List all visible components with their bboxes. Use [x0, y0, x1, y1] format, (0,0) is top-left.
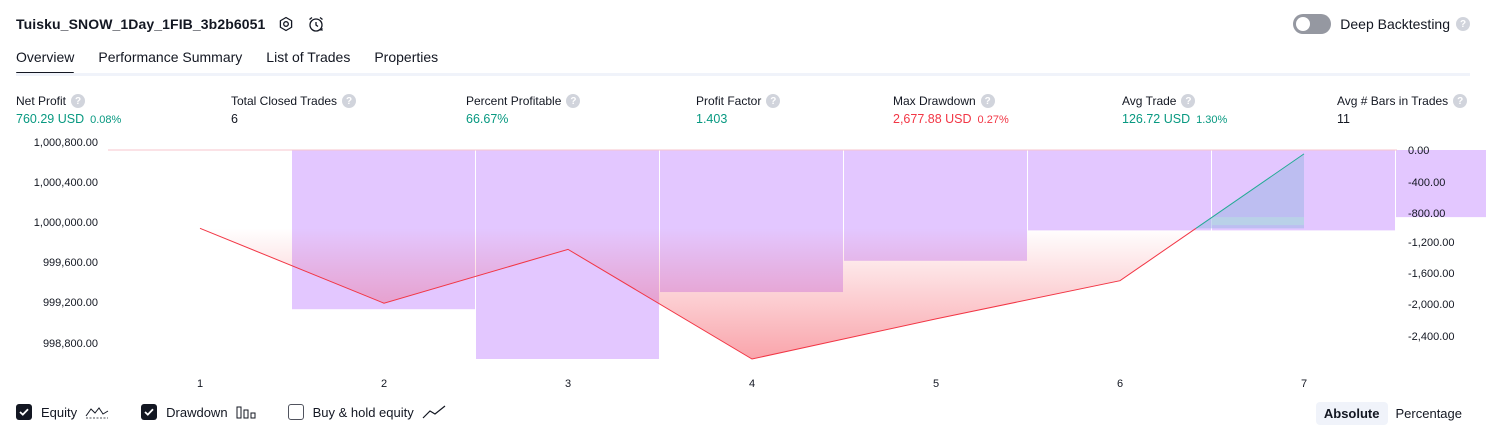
help-icon[interactable]: ?: [980, 94, 995, 108]
metric-max-drawdown: Max Drawdown? 2,677.88 USD 0.27%: [893, 93, 1009, 126]
metric-value: 11: [1337, 112, 1350, 126]
legend-label: Equity: [41, 404, 78, 420]
x-tick-label: 1: [197, 378, 203, 390]
metric-avg-bars-in-trades: Avg # Bars in Trades? 11: [1337, 93, 1468, 126]
right-tick-label: -800.00: [1408, 208, 1445, 220]
help-icon[interactable]: ?: [342, 94, 357, 108]
help-icon[interactable]: ?: [766, 94, 781, 108]
metric-label: Total Closed Trades: [231, 94, 338, 108]
mode-absolute[interactable]: Absolute: [1315, 402, 1388, 425]
metric-profit-factor: Profit Factor? 1.403: [696, 93, 781, 126]
help-icon[interactable]: ?: [566, 94, 581, 108]
help-icon[interactable]: ?: [71, 94, 86, 108]
help-icon[interactable]: ?: [1453, 94, 1468, 108]
metric-net-profit: Net Profit? 760.29 USD 0.08%: [16, 93, 121, 126]
left-tick-label: 1,000,000.00: [34, 217, 98, 229]
tabs-divider: [16, 73, 1470, 76]
right-tick-label: -400.00: [1408, 177, 1445, 189]
metric-value: 126.72 USD: [1122, 112, 1191, 126]
toggle-knob: [1296, 17, 1311, 31]
metric-percent: 0.27%: [977, 114, 1009, 126]
metric-percent-profitable: Percent Profitable? 66.67%: [466, 93, 581, 126]
help-icon[interactable]: ?: [1456, 17, 1470, 31]
x-axis: 1 2 3 4 5 6 7: [197, 378, 1307, 390]
checkbox-checked-icon[interactable]: [141, 404, 158, 420]
x-tick-label: 6: [1117, 378, 1123, 390]
strategy-header: Tuisku_SNOW_1Day_1FIB_3b2b6051: [16, 13, 325, 35]
metric-label: Max Drawdown: [893, 94, 976, 108]
settings-icon[interactable]: [277, 15, 295, 33]
right-tick-label: 0.00: [1408, 145, 1429, 157]
x-tick-label: 2: [381, 378, 387, 390]
deep-backtesting: Deep Backtesting ?: [1293, 13, 1470, 35]
tab-properties[interactable]: Properties: [374, 49, 439, 65]
x-tick-label: 5: [933, 378, 939, 390]
metric-label: Net Profit: [16, 94, 67, 108]
right-tick-label: -1,200.00: [1408, 237, 1454, 249]
metric-total-closed-trades: Total Closed Trades? 6: [231, 93, 357, 126]
left-tick-label: 999,200.00: [43, 297, 98, 309]
metric-avg-trade: Avg Trade? 126.72 USD 1.30%: [1122, 93, 1227, 126]
left-tick-label: 1,000,400.00: [34, 177, 98, 189]
checkbox-unchecked-icon[interactable]: [287, 404, 304, 420]
right-tick-label: -2,400.00: [1408, 331, 1454, 343]
checkbox-checked-icon[interactable]: [16, 404, 32, 420]
metric-label: Profit Factor: [696, 94, 762, 108]
deep-backtesting-label: Deep Backtesting: [1340, 16, 1450, 32]
equity-line-loss: [199, 227, 1197, 360]
left-tick-label: 999,600.00: [43, 257, 98, 269]
equity-line-gain: [1195, 153, 1305, 229]
left-tick-label: 1,000,800.00: [34, 137, 98, 149]
right-tick-label: -2,000.00: [1408, 299, 1454, 311]
right-axis: 0.00 -400.00 -800.00 -1,200.00 -1,600.00 -2,0…: [1408, 145, 1454, 343]
equity-loss-area: [200, 228, 1196, 359]
metric-label: Avg Trade: [1122, 94, 1177, 108]
legend-equity[interactable]: Equity: [16, 404, 109, 420]
buy-hold-line-icon: [422, 405, 446, 419]
metric-percent: 0.08%: [90, 114, 122, 126]
x-tick-label: 7: [1301, 378, 1307, 390]
drawdown-bar: [1396, 150, 1486, 218]
legend-drawdown[interactable]: Drawdown: [141, 404, 256, 420]
equity-line: [199, 153, 1305, 360]
left-tick-label: 998,800.00: [43, 338, 98, 350]
alarm-clock-icon[interactable]: [307, 15, 325, 33]
metric-label: Percent Profitable: [466, 94, 562, 108]
tab-list-of-trades[interactable]: List of Trades: [266, 49, 351, 65]
metric-value: 1.403: [696, 112, 728, 126]
x-tick-label: 4: [749, 378, 755, 390]
chart-legend: Equity Drawdown Buy & hold equity: [16, 404, 478, 420]
metric-value: 66.67%: [466, 112, 509, 126]
metric-label: Avg # Bars in Trades: [1337, 94, 1449, 108]
drawdown-bars-icon: [236, 405, 256, 419]
x-tick-label: 3: [565, 378, 571, 390]
right-tick-label: -1,600.00: [1408, 268, 1454, 280]
display-mode-switch: Absolute Percentage: [1315, 402, 1470, 425]
deep-backtesting-toggle[interactable]: [1293, 14, 1332, 34]
legend-label: Buy & hold equity: [312, 404, 414, 420]
equity-line-icon: [85, 405, 109, 419]
legend-buy-hold-equity[interactable]: Buy & hold equity: [287, 404, 446, 420]
strategy-title: Tuisku_SNOW_1Day_1FIB_3b2b6051: [16, 16, 266, 32]
mode-percentage[interactable]: Percentage: [1395, 406, 1463, 421]
drawdown-bar: [1028, 150, 1211, 231]
metric-value: 2,677.88 USD: [893, 112, 972, 126]
metric-percent: 1.30%: [1196, 114, 1228, 126]
left-axis: 1,000,800.00 1,000,400.00 1,000,000.00 999,…: [34, 137, 98, 350]
help-icon[interactable]: ?: [1181, 94, 1196, 108]
metric-value: 760.29 USD: [16, 112, 85, 126]
legend-label: Drawdown: [166, 404, 228, 420]
metric-value: 6: [231, 112, 238, 126]
tab-performance-summary[interactable]: Performance Summary: [98, 49, 243, 65]
